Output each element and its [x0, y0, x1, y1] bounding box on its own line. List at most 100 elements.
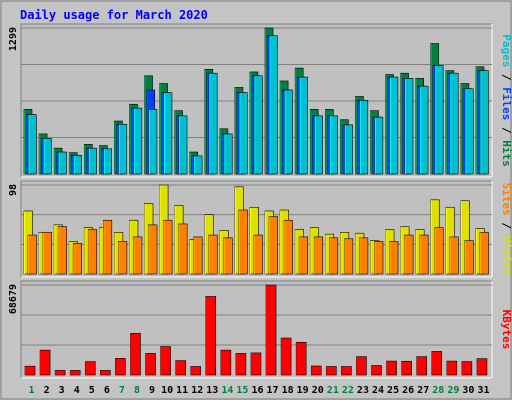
bar-sites-day-29-body	[449, 236, 459, 275]
bar-kbytes-day-13-body	[205, 296, 217, 376]
bar-pages-day-15	[239, 92, 248, 175]
x-tick-label: 23	[357, 385, 369, 396]
bar-sites-day-28	[434, 227, 444, 275]
legend-item-visits: Visits	[500, 236, 512, 276]
y-max-label: 1299	[8, 27, 19, 51]
legend-item-kbytes: KBytes	[500, 310, 512, 350]
y-max-label: 98	[8, 184, 19, 196]
y-max-label: 68679	[8, 284, 19, 314]
bar-kbytes-day-16	[250, 352, 262, 376]
legend-kbytes: KBytes	[500, 310, 512, 350]
bar-sites-day-23-body	[359, 237, 369, 275]
x-tick-label: 1	[29, 385, 35, 396]
bar-kbytes-day-20-body	[310, 365, 322, 376]
legend-separator: /	[500, 120, 512, 140]
bar-pages-day-13	[208, 72, 218, 175]
bar-pages-day-23-body	[359, 100, 369, 175]
legend-item-files: Files	[500, 87, 512, 120]
bar-sites-day-8-body	[133, 236, 143, 275]
bar-sites-day-18-body	[283, 219, 293, 275]
bar-sites-day-26-body	[404, 234, 414, 275]
bar-sites-day-14	[223, 237, 233, 275]
bar-sites-day-16-body	[253, 234, 263, 275]
x-tick-label: 30	[462, 385, 474, 396]
x-tick-label: 18	[282, 385, 294, 396]
bar-kbytes-day-16-body	[250, 352, 262, 376]
bar-pages-day-20-body	[314, 115, 323, 175]
bar-pages-day-24-body	[374, 116, 384, 175]
bar-sites-day-9	[148, 224, 158, 275]
bar-kbytes-day-11	[175, 360, 186, 376]
bar-kbytes-day-17-body	[265, 284, 277, 376]
bar-sites-day-15-body	[238, 209, 248, 275]
bar-pages-day-18-body	[284, 89, 293, 175]
bar-pages-day-13-body	[208, 72, 218, 175]
bar-kbytes-day-2-body	[39, 349, 51, 376]
bar-pages-day-26-body	[404, 78, 414, 175]
bar-pages-day-28-body	[434, 65, 444, 175]
bar-kbytes-day-5	[84, 361, 96, 376]
bar-kbytes-day-15	[235, 353, 247, 376]
bar-sites-day-12-body	[193, 236, 203, 275]
bar-sites-day-28-body	[434, 227, 444, 275]
bar-kbytes-day-30	[461, 361, 473, 376]
bar-pages-day-25	[389, 76, 399, 175]
bar-pages-day-18	[284, 89, 293, 175]
bar-kbytes-day-25-body	[386, 360, 397, 376]
bar-pages-day-8-body	[133, 107, 143, 175]
bar-kbytes-day-5-body	[84, 361, 96, 376]
x-tick-label: 15	[236, 385, 248, 396]
bar-kbytes-day-27-body	[416, 356, 427, 376]
bar-kbytes-day-6-body	[100, 370, 111, 376]
bar-sites-day-10	[163, 219, 173, 275]
bar-sites-day-13	[208, 234, 218, 275]
bar-pages-day-3	[58, 151, 67, 175]
x-tick-label: 26	[402, 385, 414, 396]
bar-pages-day-10	[163, 92, 173, 175]
bar-sites-day-30	[464, 240, 474, 275]
x-tick-label: 10	[161, 385, 173, 396]
x-tick-label: 28	[432, 385, 444, 396]
bar-kbytes-day-19	[295, 341, 307, 376]
bar-kbytes-day-12-body	[190, 366, 202, 376]
bar-pages-day-29-body	[449, 72, 459, 175]
bar-pages-day-31-body	[480, 70, 489, 175]
bar-pages-day-19-body	[299, 76, 308, 175]
bar-kbytes-day-9	[145, 353, 156, 376]
bar-sites-day-29	[449, 236, 459, 275]
x-tick-label: 11	[176, 385, 188, 396]
bar-sites-day-26	[404, 234, 414, 275]
bar-kbytes-day-1-body	[24, 365, 36, 376]
bar-pages-day-22	[344, 124, 354, 175]
bar-pages-day-30	[464, 88, 474, 175]
bar-pages-day-7-body	[118, 123, 128, 175]
bar-kbytes-day-22	[341, 366, 352, 376]
bar-kbytes-day-27	[416, 356, 427, 376]
bar-sites-day-21	[328, 237, 339, 275]
bar-pages-day-5	[88, 147, 97, 175]
legend-hits-files-pages: Pages / Files / Hits	[500, 34, 512, 167]
panel-hits-files-pages: 1299 Pages / Files / Hits	[8, 23, 512, 178]
bar-pages-day-4	[73, 154, 82, 175]
bar-kbytes-day-18	[280, 337, 292, 376]
x-tick-label: 31	[477, 385, 489, 396]
bar-kbytes-day-28	[431, 351, 443, 376]
x-tick-label: 17	[267, 385, 279, 396]
bar-sites-day-19	[298, 236, 308, 275]
bar-pages-day-16-body	[254, 75, 263, 175]
panel-kbytes: 68679 KBytes	[8, 280, 512, 379]
x-tick-label: 3	[59, 385, 65, 396]
bar-kbytes-day-26	[401, 360, 412, 376]
bar-pages-day-17	[269, 35, 278, 175]
bar-sites-day-4	[72, 243, 82, 275]
bar-kbytes-day-26-body	[401, 360, 412, 376]
bar-sites-day-6-body	[103, 219, 113, 275]
bar-sites-day-24	[374, 241, 384, 275]
bar-sites-day-13-body	[208, 234, 218, 275]
bar-sites-day-20	[313, 236, 324, 275]
bar-kbytes-day-7-body	[115, 358, 126, 376]
bar-kbytes-day-1	[24, 365, 36, 376]
bar-kbytes-day-14	[220, 349, 232, 376]
bar-sites-day-22	[344, 238, 354, 275]
